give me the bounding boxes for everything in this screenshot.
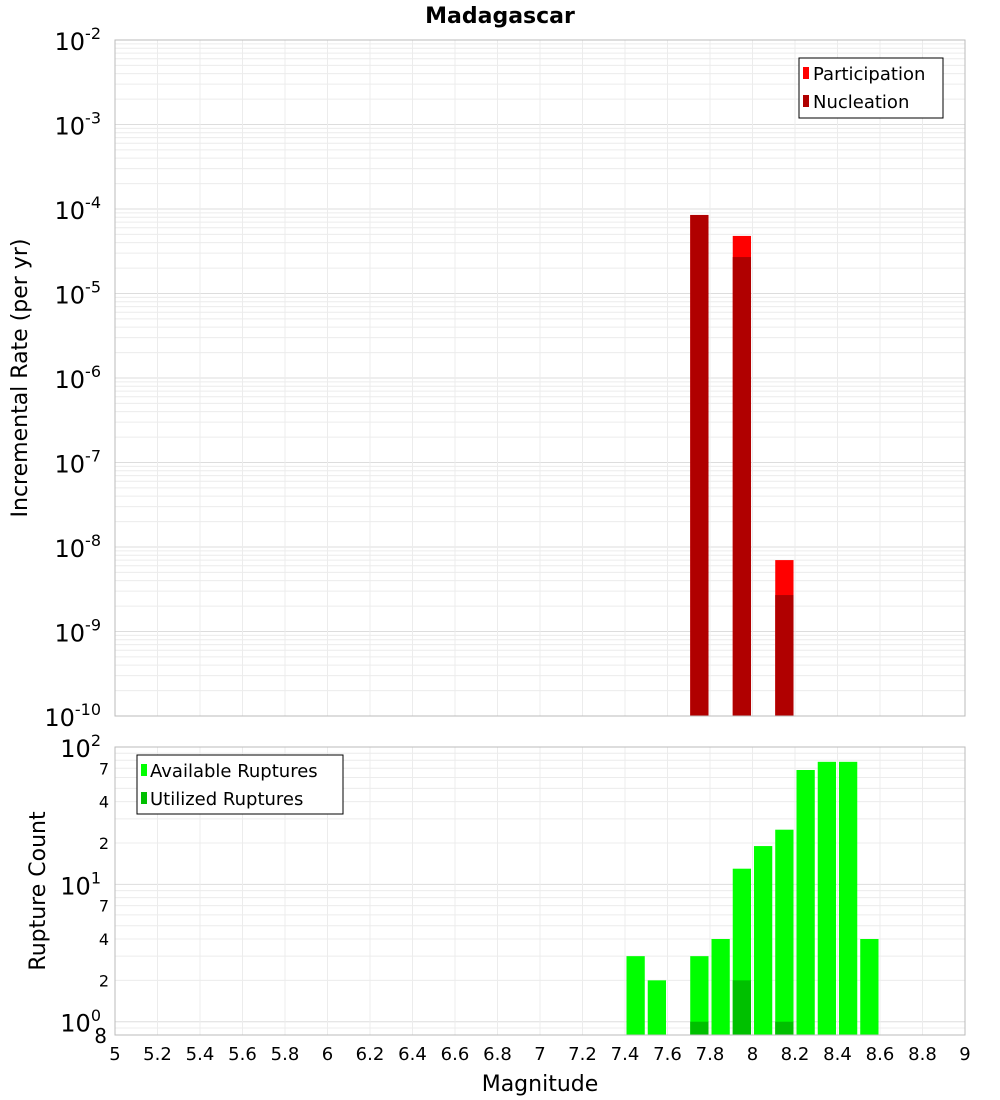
x-tick-label: 7.4 [611,1044,640,1065]
nucleation-bar [690,214,709,716]
chart-title: Madagascar [425,4,575,29]
x-tick-label: 6.4 [398,1044,427,1065]
top-y-axis-label: Incremental Rate (per yr) [8,239,33,518]
bottom-y-tick-label: 7 [99,759,109,778]
x-tick-labels: 5 5.2 5.4 5.6 5.8 6 6.2 6.4 6.6 6.8 7 7.2 7.4 7.6 7.8 8… [109,1044,970,1065]
bottom-legend: Available Ruptures Utilized Ruptures [136,754,344,815]
bottom-y-tick-label: 8 [94,1024,107,1048]
top-plot-border [114,39,966,717]
legend-swatch-available [141,764,147,776]
bottom-y-tick-label: 100 [60,1006,101,1038]
x-tick-label: 5.8 [271,1044,300,1065]
top-y-tick-label: 10-10 [44,700,101,732]
top-y-tick-label: 10-9 [55,616,102,648]
available-ruptures-bar [860,939,879,1035]
legend-label-nucleation: Nucleation [813,92,909,113]
x-tick-label: 6 [322,1044,333,1065]
x-tick-label: 8.4 [823,1044,852,1065]
available-ruptures-bar [817,761,837,1035]
x-tick-label: 6.8 [483,1044,512,1065]
legend-label-utilized: Utilized Ruptures [150,789,303,810]
utilized-ruptures-bar [732,980,752,1035]
bottom-y-axis-label: Rupture Count [26,811,51,971]
bottom-legend-box [136,754,344,815]
x-tick-label: 7 [534,1044,545,1065]
top-y-tick-label: 10-3 [55,109,102,141]
bottom-y-tick-label: 101 [60,869,101,901]
available-ruptures-bar [775,829,794,1035]
nucleation-bar [732,257,752,716]
top-bars [690,214,794,716]
utilized-ruptures-bar [775,1021,794,1035]
participation-nucleation-chart: 10-2 10-3 10-4 10-5 10-6 10-7 10-8 10-9 10-10 In… [8,24,966,732]
top-y-tick-label: 10-4 [55,193,102,225]
x-tick-label: 8 [747,1044,758,1065]
top-y-tick-label: 10-8 [55,531,102,563]
bottom-y-tick-label: 4 [99,793,109,812]
legend-swatch-nucleation [803,95,809,107]
utilized-ruptures-bar [690,1021,709,1035]
bottom-y-tick-label: 2 [99,971,109,990]
bottom-plot-border [114,746,966,1036]
available-ruptures-bar [711,939,730,1035]
top-y-tick-label: 10-6 [55,362,102,394]
x-tick-label: 8.2 [781,1044,810,1065]
x-tick-label: 8.6 [866,1044,895,1065]
x-tick-label: 7.2 [568,1044,597,1065]
available-ruptures-bar [647,980,667,1035]
legend-label-participation: Participation [813,64,925,85]
available-ruptures-bar [838,761,858,1035]
bottom-y-tick-label: 2 [99,834,109,853]
bottom-y-tick-label: 102 [60,731,101,763]
x-tick-label: 7.6 [653,1044,682,1065]
top-y-tick-label: 10-2 [55,24,102,56]
legend-swatch-utilized [141,792,147,804]
available-ruptures-bar [796,770,815,1035]
bottom-bars [626,761,879,1035]
x-tick-label: 6.2 [356,1044,385,1065]
available-ruptures-bar [690,956,709,1035]
available-ruptures-bar [753,846,773,1035]
x-tick-label: 7.8 [696,1044,725,1065]
x-axis-label: Magnitude [482,1072,599,1097]
x-tick-label: 5.6 [228,1044,257,1065]
x-tick-label: 9 [959,1044,970,1065]
bottom-y-tick-label: 7 [99,897,109,916]
x-tick-label: 5 [109,1044,120,1065]
x-tick-label: 8.8 [908,1044,937,1065]
top-y-tick-labels: 10-2 10-3 10-4 10-5 10-6 10-7 10-8 10-9 10-10 [44,24,101,732]
bottom-y-tick-label: 4 [99,930,109,949]
nucleation-bar [775,595,794,716]
top-y-tick-label: 10-7 [55,447,102,479]
top-legend: Participation Nucleation [798,57,944,119]
top-y-tick-label: 10-5 [55,278,102,310]
x-tick-label: 5.4 [186,1044,215,1065]
legend-label-available: Available Ruptures [150,761,318,782]
top-grid [114,40,966,717]
x-tick-label: 5.2 [143,1044,172,1065]
available-ruptures-bar [626,956,645,1035]
top-legend-box [798,57,944,119]
x-tick-label: 6.6 [441,1044,470,1065]
legend-swatch-participation [803,67,809,79]
